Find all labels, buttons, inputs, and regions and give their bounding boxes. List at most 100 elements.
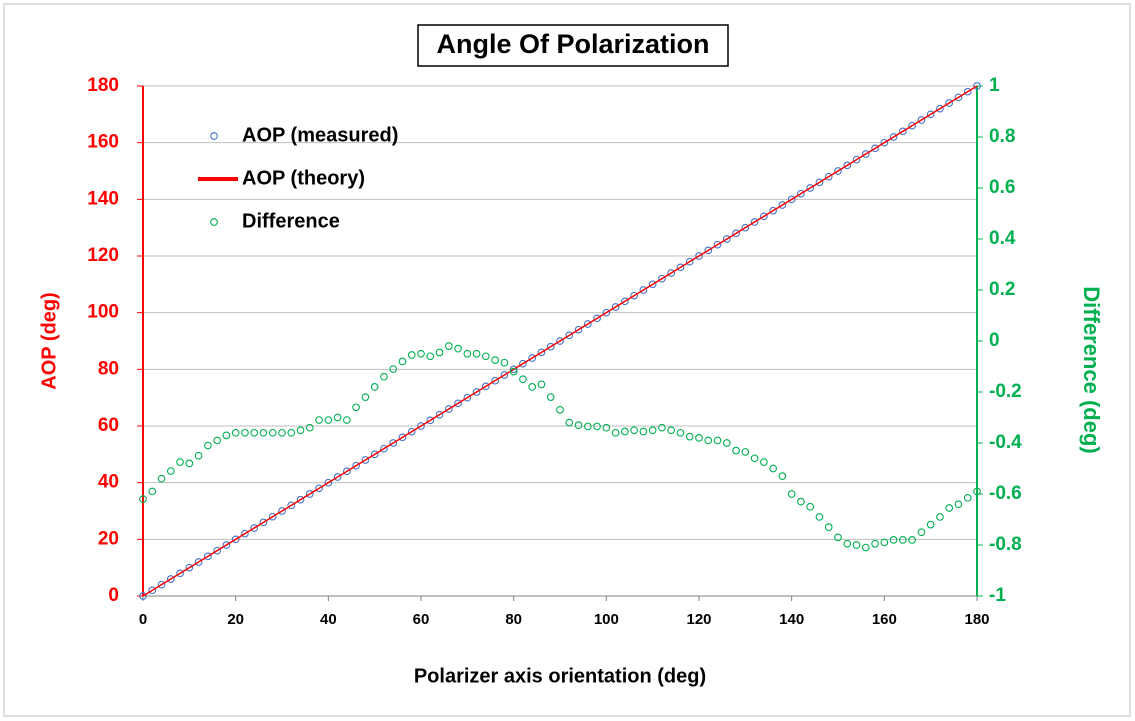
data-point — [936, 104, 944, 113]
data-point — [389, 439, 398, 447]
data-point — [787, 490, 796, 498]
data-point — [973, 82, 981, 90]
data-point — [926, 520, 935, 529]
data-point — [407, 351, 416, 359]
data-point — [685, 257, 694, 266]
y2-tick-label: -0.6 — [989, 483, 1022, 504]
data-point — [333, 473, 342, 481]
data-point — [602, 308, 611, 317]
data-point — [963, 87, 972, 96]
data-point — [565, 331, 574, 340]
y2-tick-label: -1 — [989, 585, 1006, 606]
data-point — [685, 432, 694, 441]
data-point — [296, 426, 305, 435]
data-point — [472, 349, 481, 358]
data-point — [537, 348, 546, 357]
data-point — [945, 99, 954, 107]
data-point — [917, 116, 926, 124]
y2-tick-label: -0.4 — [989, 432, 1022, 453]
data-point — [667, 269, 676, 277]
data-point — [574, 325, 583, 334]
data-point — [639, 286, 648, 294]
data-point — [778, 201, 787, 209]
data-point — [407, 427, 416, 436]
data-point — [954, 93, 963, 102]
data-point — [732, 229, 740, 238]
y-tick-label: 140 — [87, 188, 119, 209]
data-point — [204, 552, 212, 561]
chart-frame — [3, 3, 1131, 717]
data-point — [343, 416, 351, 424]
data-point — [899, 536, 907, 544]
data-point — [305, 490, 314, 498]
data-point — [732, 446, 740, 455]
legend-swatch — [210, 132, 218, 140]
title-box — [417, 24, 729, 67]
data-point — [583, 422, 592, 431]
data-point — [843, 161, 852, 170]
data-point — [398, 357, 407, 366]
data-point — [917, 528, 926, 537]
data-point — [482, 352, 490, 361]
data-point — [417, 422, 425, 430]
data-point — [509, 365, 518, 374]
data-point — [936, 513, 944, 521]
data-point — [704, 246, 713, 255]
data-point — [296, 495, 305, 504]
data-point — [583, 320, 592, 328]
data-point — [491, 376, 499, 385]
data-point — [463, 393, 472, 402]
data-point — [639, 427, 648, 436]
data-point — [519, 359, 527, 368]
data-point — [185, 563, 194, 572]
data-point — [528, 354, 537, 362]
data-point — [139, 495, 147, 503]
y-axis-label: AOP (deg) — [38, 292, 60, 389]
data-point — [139, 592, 147, 600]
data-point — [333, 413, 342, 422]
data-point — [231, 535, 240, 544]
data-point — [241, 529, 249, 538]
data-point — [222, 431, 231, 440]
data-point — [824, 172, 833, 181]
data-point — [963, 493, 972, 502]
data-point — [472, 388, 481, 396]
data-point — [630, 426, 638, 435]
data-point — [194, 451, 203, 460]
data-point — [370, 450, 379, 459]
data-point — [435, 348, 444, 357]
data-point — [148, 487, 157, 496]
data-point — [908, 121, 916, 130]
data-point — [871, 144, 879, 153]
data-point — [778, 472, 787, 481]
data-point — [834, 533, 842, 542]
data-point — [491, 356, 499, 364]
x-tick-label: 20 — [227, 611, 244, 628]
data-point — [769, 206, 777, 215]
y-tick-label: 120 — [87, 245, 119, 266]
data-point — [722, 439, 731, 447]
data-point — [463, 349, 472, 358]
data-point — [454, 399, 462, 408]
data-point — [621, 427, 629, 436]
data-point — [185, 459, 194, 468]
x-tick-label: 60 — [413, 611, 430, 628]
data-point — [500, 371, 509, 379]
data-point — [380, 444, 388, 453]
data-point — [343, 467, 351, 476]
data-point — [241, 428, 249, 437]
data-point — [797, 189, 805, 198]
data-point — [148, 586, 157, 595]
data-point — [648, 280, 657, 289]
data-point — [760, 458, 768, 466]
data-point — [815, 178, 824, 187]
y-tick-label: 60 — [98, 415, 119, 436]
y-tick-label: 80 — [98, 358, 119, 379]
x-tick-label: 100 — [594, 611, 619, 628]
data-point — [695, 252, 703, 260]
data-point — [426, 352, 435, 361]
data-point — [648, 426, 657, 435]
data-point — [880, 138, 889, 147]
